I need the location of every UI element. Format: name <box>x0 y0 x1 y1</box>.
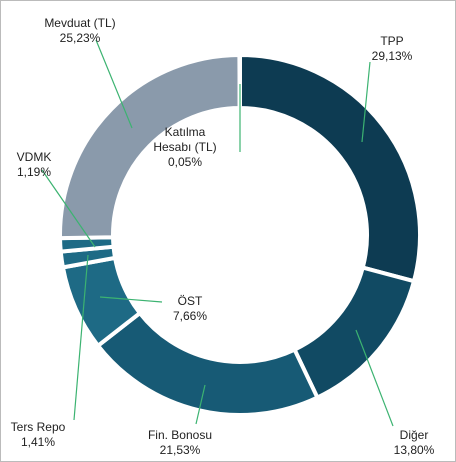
leader-line <box>195 384 206 425</box>
category-label: Mevduat (TL) <box>44 16 115 30</box>
category-label: ÖST <box>178 294 203 308</box>
category-label: VDMK <box>17 150 52 164</box>
category-label: TPP <box>380 34 403 48</box>
value-label: 29,13% <box>372 49 413 63</box>
leader-line <box>99 296 163 303</box>
leader-line <box>355 329 394 427</box>
category-label: Katılma Hesabı (TL) <box>153 125 216 154</box>
value-label: 1,41% <box>21 435 55 449</box>
donut-segment <box>238 52 422 284</box>
value-label: 13,80% <box>394 443 435 457</box>
category-label: Ters Repo <box>11 420 66 434</box>
leader-line <box>41 169 96 248</box>
value-label: 0,05% <box>168 155 202 169</box>
category-label: Diğer <box>400 428 429 442</box>
category-label: Fin. Bonosu <box>148 428 212 442</box>
value-label: 25,23% <box>60 31 101 45</box>
leader-line <box>73 254 89 421</box>
leader-line <box>95 39 133 129</box>
value-label: 1,19% <box>17 165 51 179</box>
value-label: 7,66% <box>173 309 207 323</box>
value-label: 21,53% <box>160 443 201 457</box>
leader-line <box>361 61 371 143</box>
